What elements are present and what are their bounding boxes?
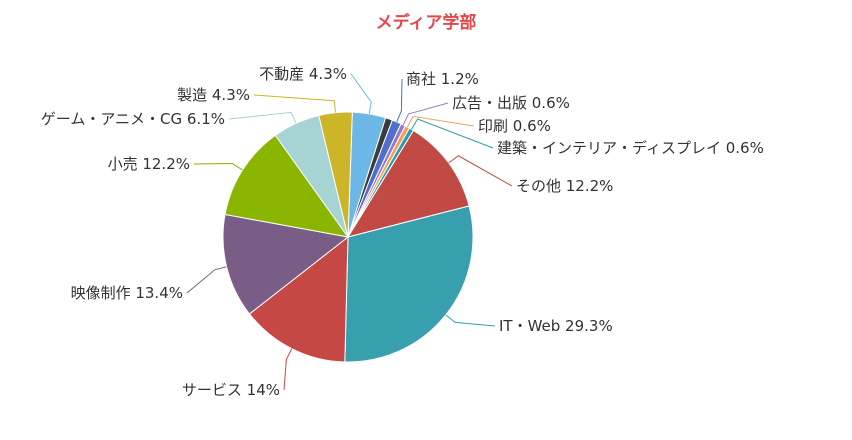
slice-labels: 不動産 4.3% 商社 1.2% 広告・出版 0.6% 印刷 0.6% 建築・インテリア… [41, 65, 764, 399]
pie-slice [344, 205, 474, 363]
slice-label: 製造 4.3% [177, 86, 250, 104]
slice-label: 建築・インテリア・ディスプレイ 0.6% [497, 139, 764, 157]
leader-line [350, 73, 372, 114]
leader-line [411, 118, 494, 149]
leader-line [253, 94, 336, 113]
leader-line [445, 314, 496, 327]
slice-label: その他 12.2% [516, 177, 613, 195]
slice-label: 小売 12.2% [108, 155, 190, 173]
slice-label: ゲーム・アニメ・CG 6.1% [41, 110, 225, 128]
slice-label: IT・Web 29.3% [499, 317, 613, 335]
pie-slices [222, 111, 474, 363]
slice-label: サービス 14% [182, 381, 280, 399]
leader-lines [186, 73, 513, 391]
leader-line [396, 78, 403, 123]
leader-line [186, 266, 227, 294]
slice-label: 印刷 0.6% [478, 117, 551, 135]
slice-label: 映像制作 13.4% [71, 284, 183, 302]
slice-label: 広告・出版 0.6% [452, 94, 570, 112]
leader-line [283, 348, 293, 391]
pie-slice [224, 134, 350, 238]
slice-label: 商社 1.2% [406, 70, 479, 88]
chart-title: メディア学部 [375, 13, 477, 33]
leader-line [193, 163, 243, 171]
leader-line [402, 102, 449, 126]
pie-slice [222, 213, 350, 315]
slice-label: 不動産 4.3% [259, 65, 347, 83]
leader-line [406, 115, 475, 128]
leader-line [448, 155, 513, 187]
leader-line [228, 111, 297, 124]
pie-slice [346, 129, 470, 238]
